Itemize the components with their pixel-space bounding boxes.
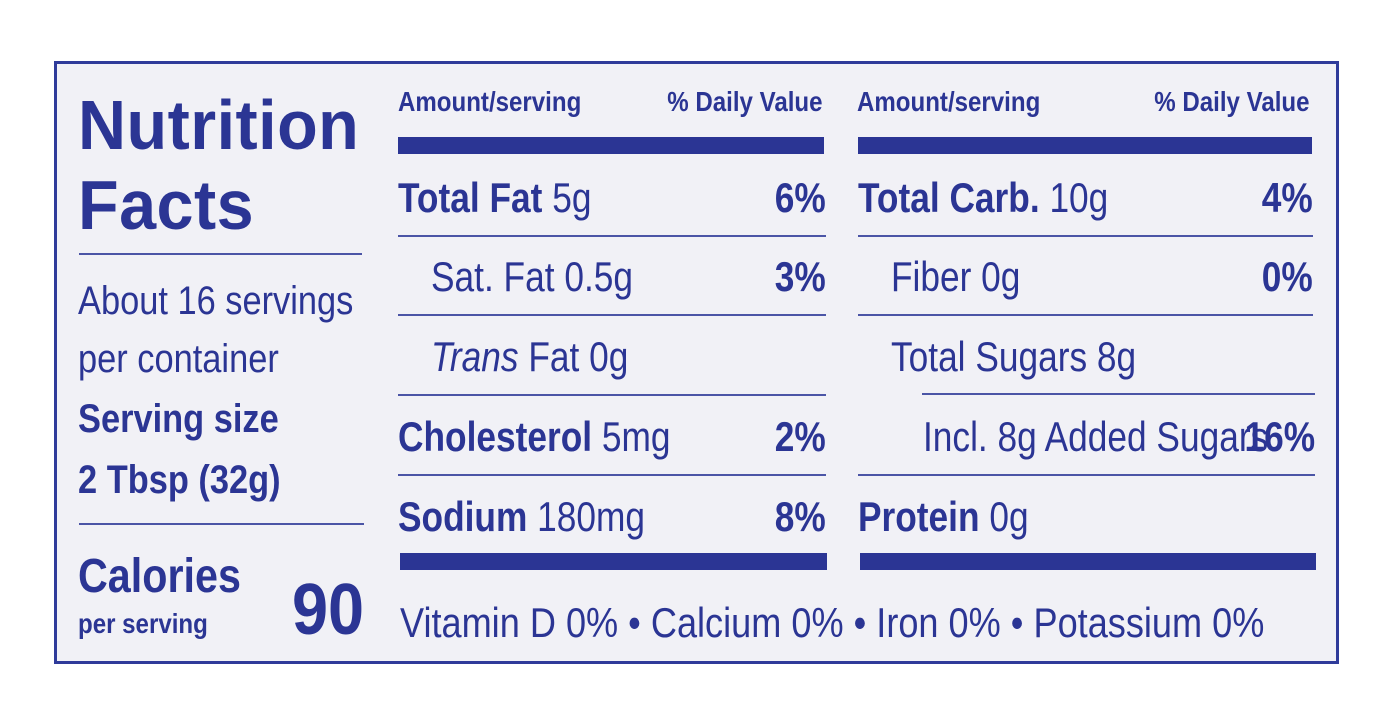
- trans-fat-italic: Trans: [431, 333, 519, 380]
- serving-size-value: 2 Tbsp (32g): [78, 458, 281, 502]
- row-total-carb: Total Carb. 10g 4%: [858, 177, 1313, 227]
- divider-left-4: [398, 474, 826, 476]
- calories-label: Calories: [78, 550, 241, 603]
- fiber-label: Fiber 0g: [891, 253, 1021, 300]
- trans-fat-label: Trans Fat 0g: [431, 336, 628, 378]
- right-header-amount: Amount/serving: [857, 86, 1041, 117]
- sodium-label: Sodium 180mg: [398, 496, 645, 538]
- sodium-name: Sodium: [398, 493, 528, 540]
- calories-value: 90: [292, 570, 365, 650]
- row-protein: Protein 0g: [858, 496, 1315, 546]
- total-fat-dv: 6%: [775, 174, 826, 221]
- total-fat-amount: 5g: [552, 174, 592, 221]
- vitamins-line: Vitamin D 0% • Calcium 0% • Iron 0% • Po…: [400, 599, 1265, 646]
- divider-left-3: [398, 394, 826, 396]
- row-sat-fat: Sat. Fat 0.5g 3%: [398, 256, 826, 306]
- protein-name: Protein: [858, 493, 980, 540]
- protein-amount: 0g: [989, 493, 1029, 540]
- added-sugars-label: Incl. 8g Added Sugars: [923, 413, 1269, 460]
- row-total-sugars: Total Sugars 8g: [858, 336, 1313, 386]
- calories-sub: per serving: [78, 608, 208, 639]
- right-header-dv: % Daily Value: [1154, 86, 1310, 117]
- left-header-dv: % Daily Value: [667, 86, 823, 117]
- servings-line-2: per container: [78, 337, 279, 381]
- divider-left-2: [398, 314, 826, 316]
- cholesterol-label: Cholesterol 5mg: [398, 416, 671, 458]
- row-cholesterol: Cholesterol 5mg 2%: [398, 416, 826, 466]
- row-added-sugars: Incl. 8g Added Sugars 16%: [858, 416, 1315, 466]
- divider-right-2: [858, 314, 1313, 316]
- right-thick-bar-top: [858, 137, 1312, 154]
- divider-right-1: [858, 235, 1313, 237]
- row-trans-fat: Trans Fat 0g: [398, 336, 826, 386]
- divider-serving: [79, 523, 364, 525]
- divider-right-3: [922, 393, 1315, 395]
- divider-left-1: [398, 235, 826, 237]
- right-thick-bar-bottom: [860, 553, 1316, 570]
- row-sodium: Sodium 180mg 8%: [398, 496, 826, 546]
- left-header-amount: Amount/serving: [398, 86, 582, 117]
- divider-right-4: [858, 474, 1315, 476]
- row-fiber: Fiber 0g 0%: [858, 256, 1313, 306]
- total-carb-name: Total Carb.: [858, 174, 1040, 221]
- total-carb-amount: 10g: [1049, 174, 1109, 221]
- total-sugars-label: Total Sugars 8g: [891, 333, 1137, 380]
- sat-fat-dv: 3%: [775, 253, 826, 300]
- left-thick-bar-top: [398, 137, 824, 154]
- left-thick-bar-bottom: [400, 553, 827, 570]
- trans-fat-rest: Fat 0g: [518, 333, 629, 380]
- serving-size-label: Serving size: [78, 397, 279, 441]
- protein-label: Protein 0g: [858, 496, 1029, 538]
- cholesterol-name: Cholesterol: [398, 413, 593, 460]
- total-carb-dv: 4%: [1262, 174, 1313, 221]
- servings-line-1: About 16 servings: [78, 279, 354, 323]
- fiber-dv: 0%: [1262, 253, 1313, 300]
- row-total-fat: Total Fat 5g 6%: [398, 177, 826, 227]
- sodium-amount: 180mg: [537, 493, 646, 540]
- title-line-2: Facts: [78, 166, 255, 244]
- cholesterol-amount: 5mg: [601, 413, 671, 460]
- total-fat-name: Total Fat: [398, 174, 543, 221]
- total-carb-label: Total Carb. 10g: [858, 177, 1108, 219]
- sodium-dv: 8%: [775, 493, 826, 540]
- sat-fat-label: Sat. Fat 0.5g: [431, 253, 634, 300]
- cholesterol-dv: 2%: [775, 413, 826, 460]
- divider-title: [79, 253, 362, 255]
- added-sugars-dv: 16%: [1244, 413, 1315, 460]
- title-line-1: Nutrition: [78, 86, 360, 164]
- row-total-fat-label: Total Fat 5g: [398, 177, 591, 219]
